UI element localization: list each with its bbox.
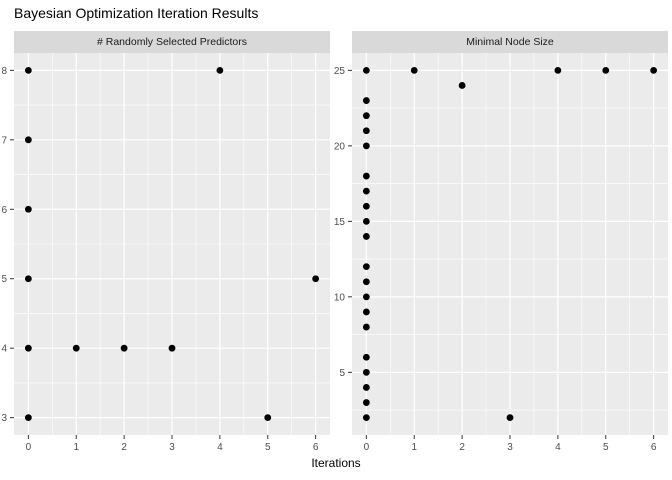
x-tick-label: 5 (265, 442, 271, 453)
y-tick-label: 4 (1, 344, 7, 355)
y-tick-label: 5 (1, 274, 7, 285)
data-point (312, 275, 320, 283)
y-tick-label: 8 (1, 66, 7, 77)
y-tick-label: 10 (334, 292, 346, 303)
x-tick-label: 4 (555, 442, 561, 453)
data-point (410, 66, 418, 74)
data-point (362, 323, 370, 331)
data-point (362, 217, 370, 225)
y-tick-label: 25 (334, 66, 346, 77)
data-point (458, 82, 466, 89)
x-tick-label: 3 (169, 442, 175, 453)
x-tick-label: 0 (364, 442, 370, 453)
data-point (362, 127, 370, 135)
data-point (216, 66, 224, 74)
data-point (554, 66, 562, 74)
data-point (362, 399, 370, 406)
data-point (362, 293, 370, 301)
data-point (650, 66, 658, 74)
x-tick-label: 2 (121, 442, 127, 453)
x-tick-label: 6 (651, 442, 657, 453)
data-point (362, 384, 370, 391)
data-point (362, 263, 370, 271)
x-tick-label: 5 (603, 442, 609, 453)
y-tick-label: 5 (339, 368, 345, 379)
data-point (24, 414, 32, 422)
data-point (24, 66, 32, 74)
x-tick-label: 1 (73, 442, 79, 453)
x-tick-label: 6 (313, 442, 319, 453)
data-point (24, 275, 32, 283)
data-point (362, 353, 370, 361)
data-point (168, 344, 176, 352)
data-point (506, 414, 514, 422)
data-point (362, 172, 370, 180)
y-tick-label: 7 (1, 135, 7, 146)
data-point (362, 233, 370, 240)
x-tick-label: 1 (411, 442, 417, 453)
data-point (362, 97, 370, 104)
chart-title: Bayesian Optimization Iteration Results (14, 5, 259, 21)
x-tick-label: 2 (459, 442, 465, 453)
x-tick-label: 0 (26, 442, 32, 453)
data-point (24, 136, 32, 144)
data-point (362, 308, 370, 316)
panel-0: 0 1 2 3 4 5 6 3 4 5 6 7 8 (1, 53, 330, 453)
data-point (602, 66, 610, 74)
data-point (362, 66, 370, 74)
data-point (362, 368, 370, 376)
y-tick-label: 6 (1, 205, 7, 216)
data-point (264, 414, 272, 422)
data-point (24, 205, 32, 213)
y-tick-label: 15 (334, 217, 346, 228)
data-point (72, 344, 80, 352)
x-tick-label: 3 (507, 442, 513, 453)
facet-strip-minimal-node-size: Minimal Node Size (352, 31, 668, 53)
y-tick-label: 3 (1, 413, 7, 424)
panel-1: 0 1 2 3 4 5 6 5 10 15 20 25 (334, 53, 668, 453)
data-point (362, 414, 370, 422)
data-point (120, 344, 128, 352)
facet-strip-randomly-selected-predictors: # Randomly Selected Predictors (14, 31, 330, 53)
data-point (362, 202, 370, 210)
x-tick-label: 4 (217, 442, 223, 453)
data-point (362, 112, 370, 120)
data-point (24, 344, 32, 352)
data-point (362, 187, 370, 195)
data-point (362, 142, 370, 150)
data-point (362, 278, 370, 286)
x-axis-title: Iterations (311, 456, 361, 470)
y-tick-label: 20 (334, 141, 346, 152)
